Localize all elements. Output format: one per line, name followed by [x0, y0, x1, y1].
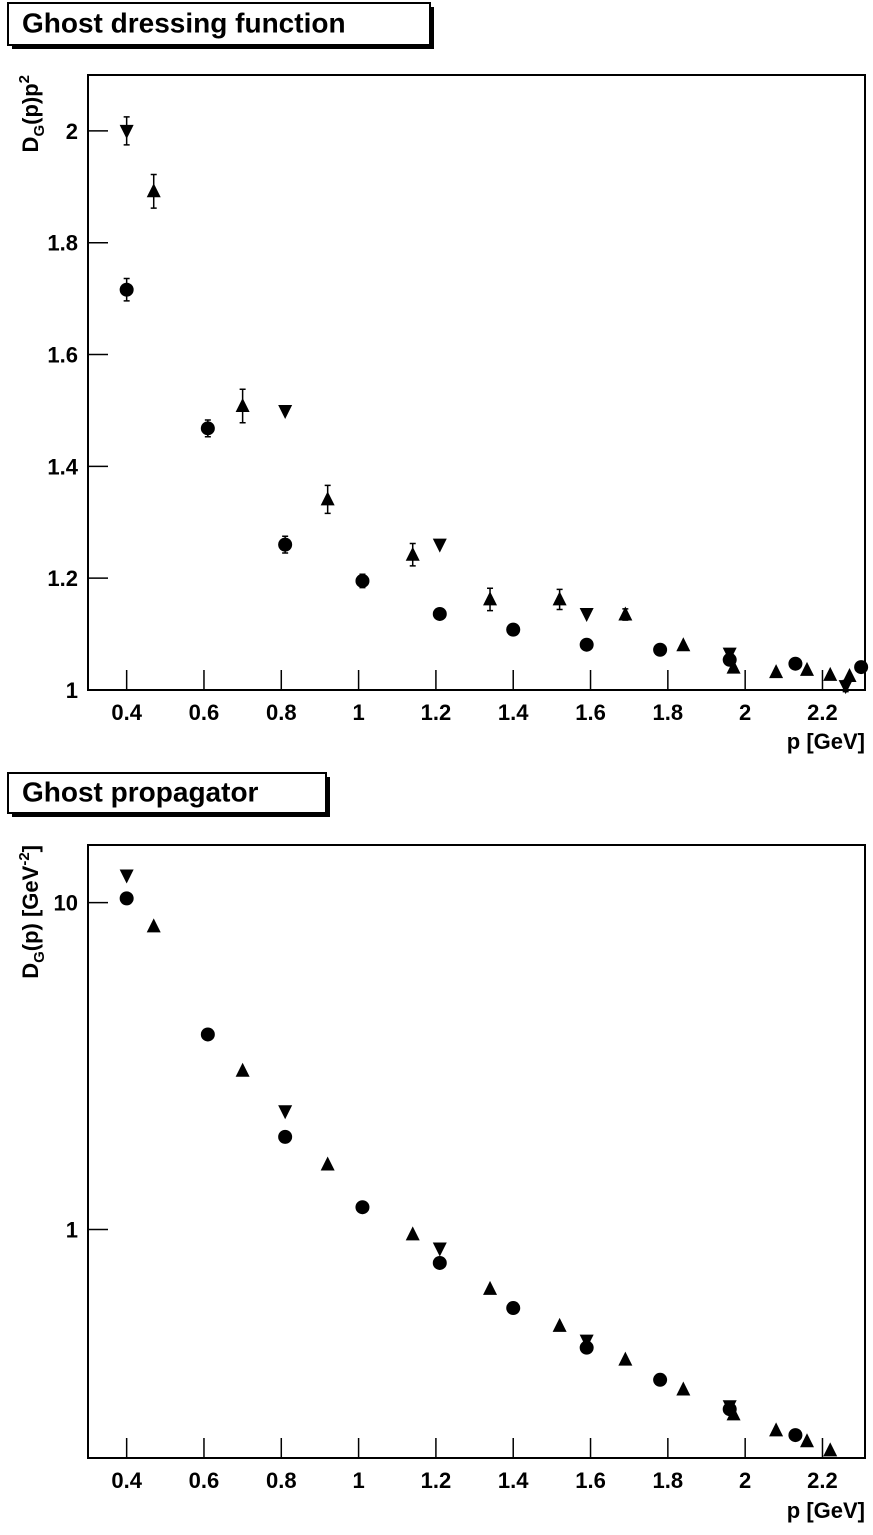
marker [552, 591, 567, 606]
marker [653, 642, 668, 657]
y-tick-label: 1.8 [47, 231, 78, 256]
x-tick-label: 2 [739, 1468, 751, 1493]
marker [146, 183, 161, 198]
marker [432, 1242, 447, 1257]
marker [722, 647, 737, 662]
y-tick-label: 1 [66, 1217, 78, 1242]
marker [320, 1156, 335, 1171]
marker [722, 1400, 737, 1415]
marker [653, 1372, 668, 1387]
x-axis-label: p [GeV] [787, 1498, 865, 1523]
marker [726, 659, 741, 674]
x-tick-label: 0.4 [111, 700, 142, 725]
marker [800, 1433, 815, 1448]
marker [579, 1334, 594, 1349]
plot-frame [87, 844, 866, 1459]
chart-title: Ghost propagator [22, 776, 259, 807]
marker [838, 680, 853, 695]
x-tick-label: 1.4 [498, 700, 529, 725]
x-tick-label: 0.8 [266, 1468, 297, 1493]
marker [618, 1351, 633, 1366]
y-tick-label: 2 [66, 119, 78, 144]
marker [854, 660, 869, 675]
marker [483, 591, 498, 606]
x-tick-label: 1.2 [421, 1468, 452, 1493]
x-tick-label: 1.6 [575, 700, 606, 725]
marker [676, 1381, 691, 1396]
x-tick-label: 0.4 [111, 1468, 142, 1493]
marker [355, 573, 370, 588]
marker [800, 661, 815, 676]
marker [676, 637, 691, 652]
y-tick-label: 10 [54, 891, 78, 916]
x-axis-label: p [GeV] [787, 729, 865, 754]
chart-title: Ghost dressing function [22, 7, 346, 38]
x-tick-label: 2.2 [807, 700, 838, 725]
marker [119, 124, 134, 139]
x-tick-label: 1.4 [498, 1468, 529, 1493]
marker [823, 666, 838, 681]
y-tick-label: 1 [66, 678, 78, 703]
marker [432, 538, 447, 553]
marker [842, 668, 857, 683]
marker [278, 1105, 293, 1120]
marker [320, 491, 335, 506]
marker [278, 1129, 293, 1144]
marker [355, 1200, 370, 1215]
marker [726, 1406, 741, 1421]
marker [432, 606, 447, 621]
marker [769, 1422, 784, 1437]
y-tick-label: 1.4 [47, 454, 78, 479]
x-tick-label: 0.8 [266, 700, 297, 725]
marker [769, 664, 784, 679]
marker [506, 622, 521, 637]
marker [788, 1428, 803, 1443]
y-axis-label: DG(p) [GeV-2] [16, 845, 48, 979]
marker [506, 1301, 521, 1316]
y-tick-label: 1.6 [47, 343, 78, 368]
x-tick-label: 1.8 [653, 700, 684, 725]
y-tick-label: 1.2 [47, 566, 78, 591]
x-tick-label: 1.2 [421, 700, 452, 725]
title-box [7, 772, 327, 814]
title-box [7, 2, 431, 46]
marker [235, 397, 250, 412]
x-tick-label: 2.2 [807, 1468, 838, 1493]
marker [823, 1442, 838, 1457]
x-tick-label: 1 [352, 1468, 364, 1493]
x-tick-label: 1.8 [653, 1468, 684, 1493]
plot-frame [87, 74, 866, 691]
marker [432, 1255, 447, 1270]
marker [119, 891, 134, 906]
marker [119, 869, 134, 884]
marker [200, 421, 215, 436]
marker [200, 1027, 215, 1042]
marker [552, 1317, 567, 1332]
marker [788, 656, 803, 671]
marker [235, 1062, 250, 1077]
x-tick-label: 1.6 [575, 1468, 606, 1493]
marker [483, 1280, 498, 1295]
marker [618, 606, 633, 621]
x-tick-label: 2 [739, 700, 751, 725]
marker [146, 918, 161, 933]
x-tick-label: 0.6 [189, 1468, 220, 1493]
marker [405, 1226, 420, 1241]
marker [579, 637, 594, 652]
x-tick-label: 0.6 [189, 700, 220, 725]
marker [405, 546, 420, 561]
marker [278, 537, 293, 552]
y-axis-label: DG(p)p2 [16, 75, 48, 152]
marker [278, 405, 293, 420]
marker [579, 607, 594, 622]
marker [119, 282, 134, 297]
x-tick-label: 1 [352, 700, 364, 725]
